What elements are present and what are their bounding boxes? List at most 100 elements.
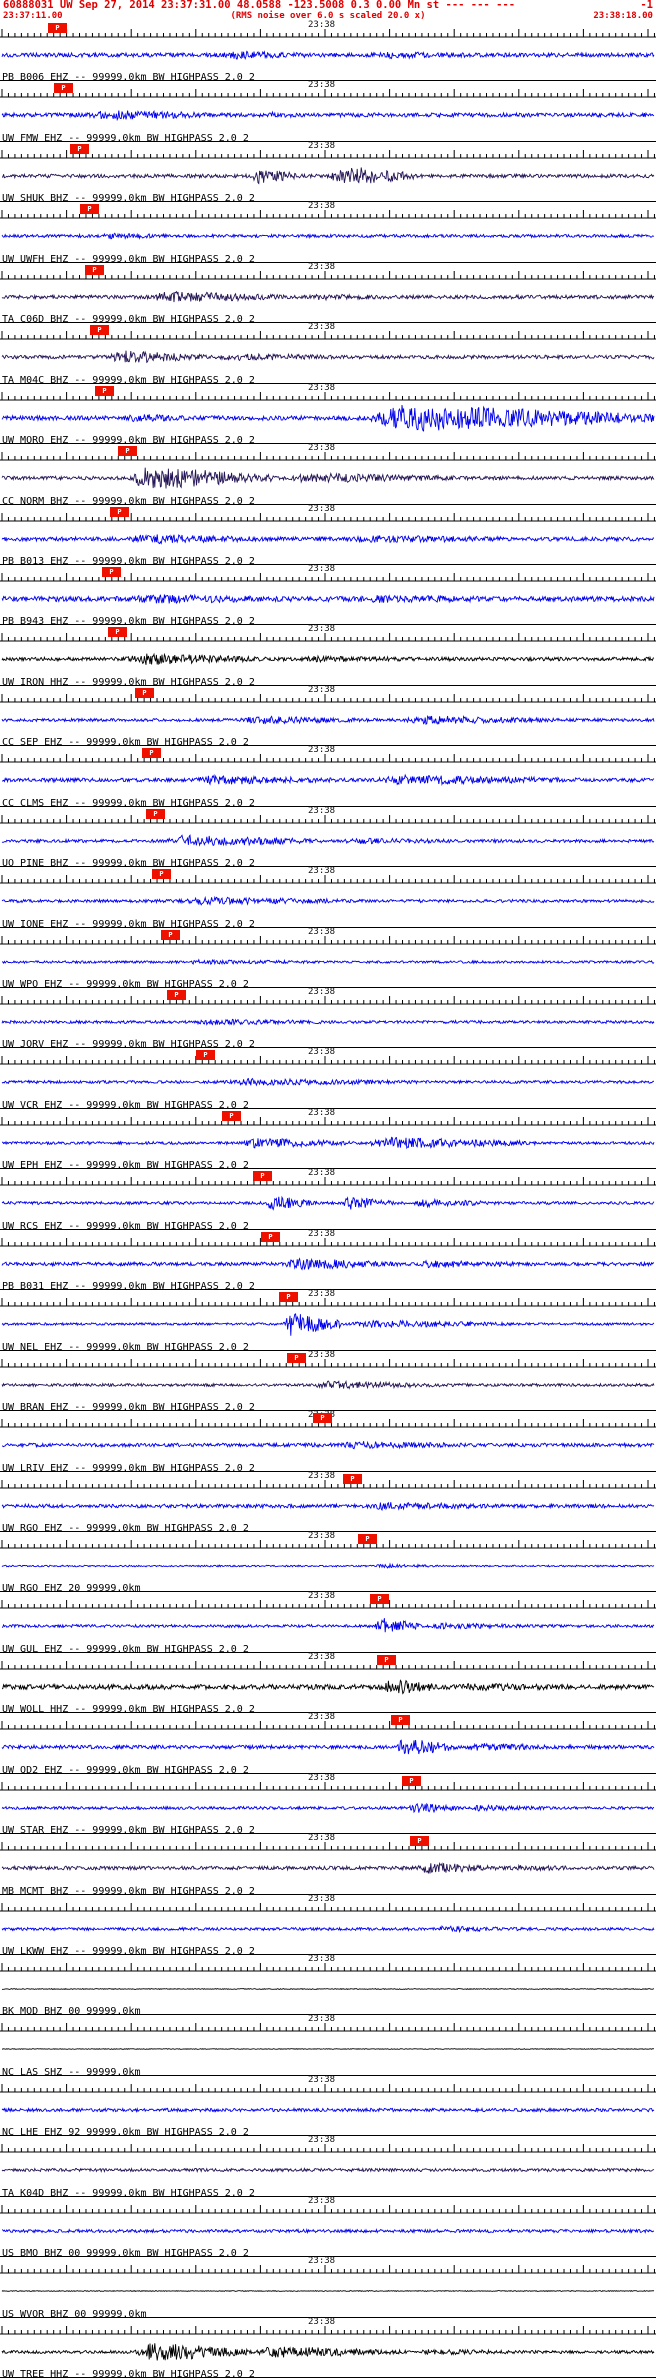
waveform[interactable] (1, 1257, 655, 1271)
pick-flag[interactable]: P (70, 143, 89, 154)
waveform[interactable] (1, 1440, 655, 1450)
waveform[interactable] (1, 50, 655, 60)
waveform[interactable] (1, 1136, 655, 1150)
trace-row: 23:38 P UW VCR EHZ -- 99999.0km BW HIGHPAS… (0, 1048, 656, 1111)
time-axis-ticks (1, 996, 655, 1004)
station-label: CC SEP EHZ -- 99999.0km BW HIGHPASS 2.0 … (2, 737, 249, 749)
pick-flag[interactable]: P (410, 1836, 429, 1847)
pick-flag[interactable]: P (167, 990, 186, 1000)
waveform[interactable] (1, 1018, 655, 1026)
waveform[interactable] (1, 533, 654, 545)
waveform[interactable] (1, 290, 655, 302)
waveform[interactable] (1, 1078, 655, 1087)
pick-flag[interactable]: P (95, 385, 114, 396)
pick-flag[interactable]: P (402, 1775, 421, 1786)
minute-label: 23:38 (308, 1228, 336, 1239)
pick-flag[interactable]: P (287, 1352, 306, 1363)
event-summary: 60888031 UW Sep 27, 2014 23:37:31.00 48.… (3, 0, 516, 11)
trace-plot (0, 1237, 656, 1271)
pick-flag[interactable]: P (118, 446, 137, 457)
waveform[interactable] (1, 714, 655, 725)
waveform[interactable] (1, 2048, 655, 2051)
time-axis-ticks (1, 1479, 655, 1488)
minute-label: 23:38 (308, 322, 336, 333)
pick-flag[interactable]: P (370, 1594, 389, 1605)
pick-flag[interactable]: P (279, 1292, 298, 1303)
pick-flag[interactable]: P (161, 929, 180, 940)
waveform[interactable] (1, 1679, 655, 1695)
waveform[interactable] (1, 1739, 655, 1755)
trace-row: 23:38 UW TREE HHZ -- 99999.0km BW HIGHPAS… (0, 2316, 656, 2380)
waveform[interactable] (1, 1195, 655, 1212)
pick-flag[interactable]: P (90, 325, 109, 336)
waveform[interactable] (1, 773, 655, 787)
minute-label: 23:38 (308, 805, 336, 816)
trace-plot (0, 996, 656, 1026)
pick-flag[interactable]: P (110, 506, 129, 517)
waveform[interactable] (1, 1501, 655, 1511)
waveform[interactable] (1, 2106, 655, 2114)
minute-label: 23:38 (308, 1833, 336, 1844)
pick-flag[interactable]: P (261, 1231, 280, 1242)
minute-label: 23:38 (308, 2316, 336, 2327)
waveform[interactable] (1, 2290, 655, 2293)
trace-row: 23:38 P UW BRAN EHZ -- 99999.0km BW HIGHPA… (0, 1349, 656, 1413)
pick-flag[interactable]: P (313, 1413, 332, 1424)
time-axis-ticks (1, 270, 655, 279)
pick-flag[interactable]: P (222, 1110, 241, 1121)
waveform[interactable] (1, 110, 655, 122)
waveform[interactable] (1, 1924, 655, 1933)
waveform[interactable] (1, 833, 655, 847)
pick-flag[interactable]: P (54, 83, 73, 94)
waveform[interactable] (1, 167, 655, 185)
station-label: UW NEL EHZ -- 99999.0km BW HIGHPASS 2.0 … (2, 1341, 249, 1353)
waveform[interactable] (1, 593, 655, 604)
trace-row: 23:38 P UW IONE EHZ -- 99999.0km BW HIGHPA… (0, 867, 656, 930)
waveform[interactable] (1, 1618, 655, 1633)
waveform[interactable] (1, 1802, 655, 1813)
pick-flag[interactable]: P (358, 1533, 377, 1544)
trace-plot (0, 29, 656, 60)
pick-flag[interactable]: P (102, 566, 121, 577)
waveform[interactable] (1, 1862, 655, 1874)
minute-label: 23:38 (308, 1349, 336, 1360)
pick-flag[interactable]: P (85, 264, 104, 275)
minute-label: 23:38 (308, 503, 336, 514)
pick-flag[interactable]: P (135, 687, 154, 698)
trace-row: 23:38 P UW RGO EHZ 20 99999.0km (0, 1531, 656, 1594)
station-label: UW IONE EHZ -- 99999.0km BW HIGHPASS 2.0… (2, 918, 255, 930)
waveform[interactable] (1, 404, 655, 432)
pick-flag[interactable]: P (343, 1473, 362, 1484)
waveform[interactable] (1, 2167, 655, 2174)
pick-flag[interactable]: P (391, 1715, 410, 1726)
waveform[interactable] (1, 1562, 655, 1569)
station-label: UW JORV EHZ -- 99999.0km BW HIGHPASS 2.0… (2, 1039, 255, 1051)
pick-flag[interactable]: P (142, 748, 161, 759)
waveform[interactable] (1, 1987, 655, 1990)
pick-flag[interactable]: P (108, 627, 127, 638)
waveform[interactable] (1, 2227, 655, 2234)
waveform[interactable] (1, 957, 655, 965)
minute-label: 23:38 (308, 1289, 336, 1300)
waveform[interactable] (1, 232, 655, 241)
pick-flag[interactable]: P (48, 23, 67, 33)
trace-row: 23:38 US BMO BHZ 00 99999.0km BW HIGHPASS… (0, 2196, 656, 2259)
trace-row: 23:38 P CC CLMS EHZ -- 99999.0km BW HIGHPA… (0, 746, 656, 809)
waveform[interactable] (1, 1313, 655, 1336)
waveform[interactable] (1, 467, 655, 489)
waveform[interactable] (1, 895, 655, 906)
pick-flag[interactable]: P (80, 204, 99, 215)
pick-flag[interactable]: P (152, 869, 171, 880)
pick-flag[interactable]: P (253, 1171, 272, 1182)
waveform[interactable] (1, 653, 655, 666)
trace-plot (0, 633, 656, 666)
pick-flag[interactable]: P (196, 1050, 215, 1061)
station-label: TA K04D BHZ -- 99999.0km BW HIGHPASS 2.0… (2, 2187, 255, 2199)
waveform[interactable] (1, 350, 655, 364)
pick-flag[interactable]: P (146, 808, 165, 819)
trace-plot (0, 1298, 656, 1336)
waveform[interactable] (1, 1379, 655, 1390)
waveform[interactable] (1, 2342, 655, 2361)
pick-flag[interactable]: P (377, 1654, 396, 1665)
